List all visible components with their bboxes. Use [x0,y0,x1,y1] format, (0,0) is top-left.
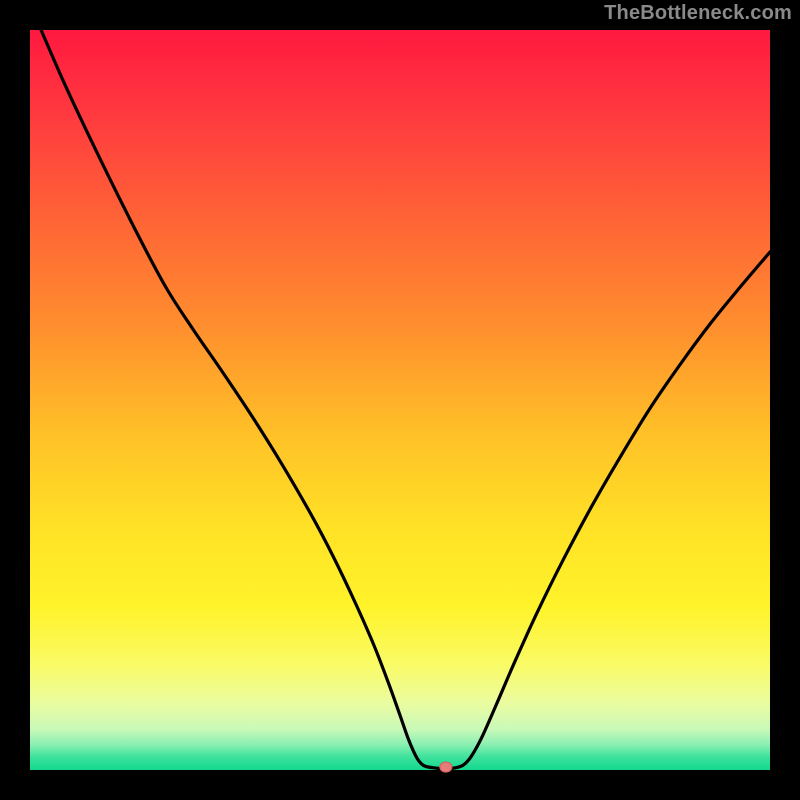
plot-background [30,30,770,770]
bottleneck-chart [0,0,800,800]
valley-marker [440,762,452,772]
watermark-text: TheBottleneck.com [604,2,792,25]
